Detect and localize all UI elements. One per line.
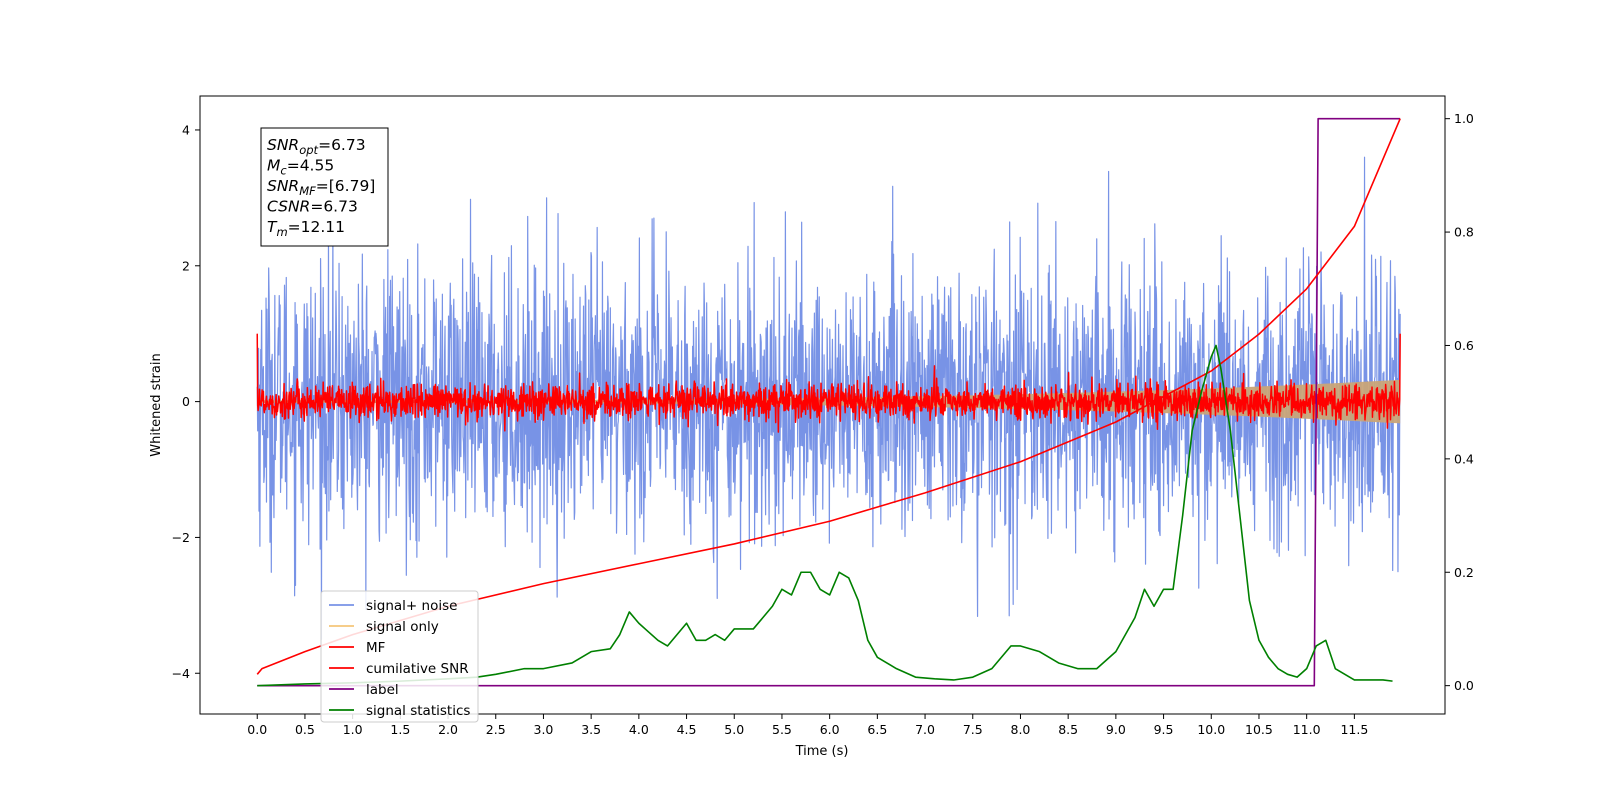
info-value: =4.55 xyxy=(287,157,335,175)
legend-label-mf: MF xyxy=(366,640,385,656)
x-tick-label: 6.0 xyxy=(820,722,840,737)
info-symbol: CSNR xyxy=(267,198,310,216)
y-tick-label: −4 xyxy=(172,666,190,681)
info-symbol: T xyxy=(267,218,278,236)
info-subscript: c xyxy=(280,164,287,178)
info-box-line: CSNR=6.73 xyxy=(267,198,358,216)
legend-label-label: label xyxy=(366,682,399,698)
series-mf xyxy=(256,333,1401,433)
legend-frame xyxy=(320,590,479,723)
x-tick-label: 5.5 xyxy=(772,722,792,737)
y-tick-label: 0 xyxy=(182,394,190,409)
x-tick-label: 8.5 xyxy=(1058,722,1078,737)
y-tick-label: 2 xyxy=(182,258,190,273)
x-tick-label: 2.5 xyxy=(486,722,506,737)
y-tick-label: −2 xyxy=(172,530,190,545)
series-label xyxy=(257,117,1401,687)
x-tick-label: 11.5 xyxy=(1340,722,1368,737)
y-right-tick-label: 0.0 xyxy=(1454,678,1474,693)
info-symbol: SNR xyxy=(267,177,299,195)
axes-frame xyxy=(199,95,1446,715)
x-tick-label: 4.5 xyxy=(677,722,697,737)
series-signal-noise xyxy=(256,156,1401,640)
legend-label-signal-statistics: signal statistics xyxy=(366,703,470,719)
info-subscript: opt xyxy=(299,143,318,157)
x-tick-label: 8.0 xyxy=(1011,722,1031,737)
info-symbol: M xyxy=(267,157,280,175)
x-axis-label: Time (s) xyxy=(795,744,849,759)
x-tick-label: 1.0 xyxy=(343,722,363,737)
info-box: SNRopt=6.73Mc=4.55SNRMF=[6.79]CSNR=6.73T… xyxy=(260,127,389,247)
legend-label-cumilative-snr: cumilative SNR xyxy=(366,661,469,677)
x-tick-label: 10.5 xyxy=(1245,722,1273,737)
info-box-line: SNRopt=6.73 xyxy=(267,136,366,157)
y-tick-label: 4 xyxy=(182,122,190,137)
y-right-tick-label: 0.2 xyxy=(1454,565,1474,580)
x-tick-label: 4.0 xyxy=(629,722,649,737)
info-box-line: Tm=12.11 xyxy=(267,218,345,239)
x-tick-label: 11.0 xyxy=(1293,722,1321,737)
info-subscript: MF xyxy=(299,184,316,198)
legend-label-signal-only: signal only xyxy=(366,619,439,635)
x-tick-label: 7.5 xyxy=(963,722,983,737)
x-tick-label: 10.0 xyxy=(1197,722,1225,737)
series-signal-statistics xyxy=(257,344,1393,687)
y-right-tick-label: 1.0 xyxy=(1454,111,1474,126)
y-right-tick-label: 0.6 xyxy=(1454,338,1474,353)
info-value: =6.73 xyxy=(318,136,366,154)
x-tick-label: 1.5 xyxy=(390,722,410,737)
info-symbol: SNR xyxy=(267,136,299,154)
x-axis: 0.0 0.5 1.0 1.5 2.0 2.5 3.0 3.5 4.0 4.5 5.0 5.5 6.0 6… xyxy=(247,714,1368,737)
x-tick-label: 3.0 xyxy=(534,722,554,737)
info-value: =[6.79] xyxy=(316,177,376,195)
x-tick-label: 6.5 xyxy=(867,722,887,737)
y-right-tick-label: 0.4 xyxy=(1454,451,1474,466)
y-axis-right: 0.0 0.2 0.4 0.6 0.8 1.0 xyxy=(1445,111,1474,693)
info-value: =12.11 xyxy=(288,218,345,236)
info-box-line: Mc=4.55 xyxy=(267,157,334,178)
x-tick-label: 0.5 xyxy=(295,722,315,737)
x-tick-label: 2.0 xyxy=(438,722,458,737)
y-axis-label: Whitened strain xyxy=(149,353,164,456)
y-axis-left: −4 −2 0 2 4 xyxy=(172,122,200,681)
x-tick-label: 9.0 xyxy=(1106,722,1126,737)
info-box-line: SNRMF=[6.79] xyxy=(267,177,375,198)
x-tick-label: 5.0 xyxy=(724,722,744,737)
x-tick-label: 0.0 xyxy=(247,722,267,737)
x-tick-label: 9.5 xyxy=(1154,722,1174,737)
legend: signal+ noise signal only MF cumilative SNR… xyxy=(320,590,479,723)
y-right-tick-label: 0.8 xyxy=(1454,225,1474,240)
x-tick-label: 7.0 xyxy=(915,722,935,737)
info-box-frame xyxy=(260,127,389,247)
legend-label-signal-noise: signal+ noise xyxy=(366,598,457,614)
info-value: =6.73 xyxy=(310,198,358,216)
x-tick-label: 3.5 xyxy=(581,722,601,737)
info-subscript: m xyxy=(276,225,287,239)
